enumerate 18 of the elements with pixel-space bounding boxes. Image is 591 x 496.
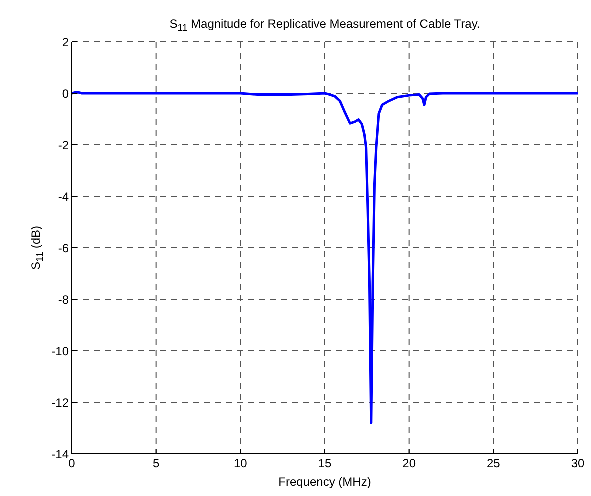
y-tick-label: -4 <box>58 190 70 204</box>
y-tick-label: 2 <box>62 35 70 50</box>
x-tick-label: 5 <box>152 456 160 471</box>
x-tick-label: 10 <box>234 456 248 471</box>
chart-title: S$_{11}$ Magnitude for Replicative Measurement of Cable Tray. <box>170 17 480 34</box>
y-tick-label: -14 <box>52 447 70 462</box>
y-tick-label: -6 <box>58 241 70 256</box>
y-tick-label: -8 <box>58 292 70 307</box>
y-tick-label: 0 <box>62 86 70 101</box>
x-axis-title: Frequency (MHz) <box>278 475 372 489</box>
x-tick-label: 15 <box>318 456 332 471</box>
y-tick-label: -10 <box>52 344 70 358</box>
y-tick-label: -12 <box>52 396 70 410</box>
y-tick-label: -2 <box>58 138 70 152</box>
x-tick-label: 25 <box>486 456 501 471</box>
x-tick-label: 30 <box>571 456 585 471</box>
x-tick-label: 20 <box>402 456 416 471</box>
line-series <box>72 90 578 424</box>
